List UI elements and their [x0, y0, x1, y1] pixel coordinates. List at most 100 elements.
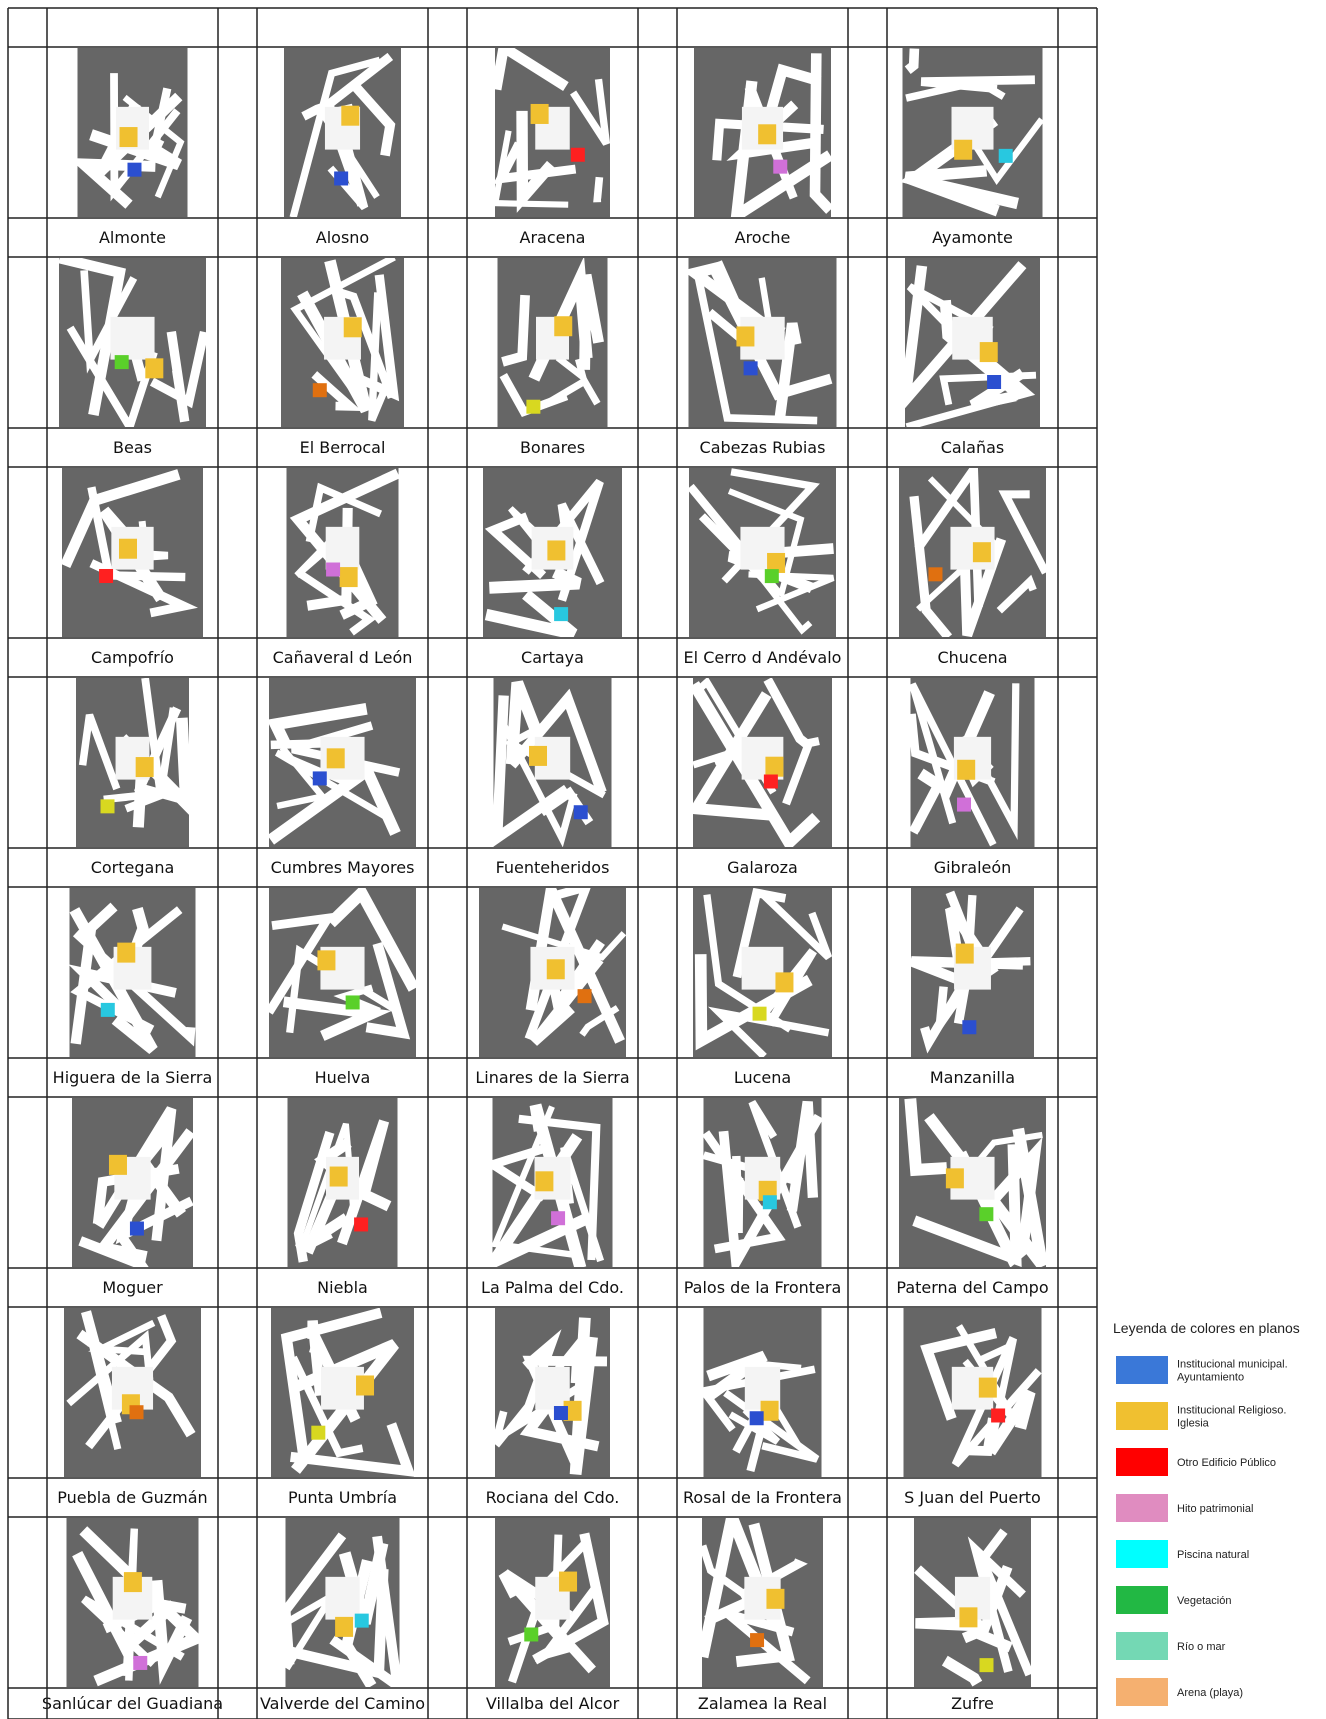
street: [102, 1598, 187, 1634]
street: [58, 252, 126, 416]
street: [718, 1113, 824, 1279]
town-plan: [271, 1307, 416, 1477]
street: [484, 512, 547, 579]
street: [110, 73, 181, 202]
street: [529, 956, 604, 1046]
street: [920, 75, 1035, 93]
street: [532, 1532, 609, 1665]
town-plan: [909, 888, 1034, 1057]
building: [524, 1627, 539, 1642]
building: [311, 1425, 326, 1440]
street: [493, 141, 577, 185]
street: [69, 907, 158, 1055]
building: [526, 399, 541, 414]
town-name: Ayamonte: [932, 228, 1013, 247]
street: [305, 482, 383, 543]
town-plan: [686, 676, 832, 852]
building: [766, 1588, 785, 1609]
legend-swatch: [1116, 1356, 1168, 1384]
building: [334, 171, 349, 186]
street: [705, 1350, 768, 1401]
street: [70, 902, 118, 1045]
building: [129, 1405, 144, 1420]
town-name: Lucena: [734, 1068, 791, 1087]
street: [501, 923, 627, 961]
street: [990, 1137, 1043, 1247]
building: [991, 1408, 1006, 1423]
street: [699, 1544, 749, 1599]
street: [66, 1330, 154, 1407]
street: [491, 130, 569, 208]
town-name: Zufre: [951, 1694, 994, 1713]
street: [579, 1005, 620, 1037]
building: [118, 538, 137, 559]
street: [569, 1317, 598, 1476]
building: [987, 375, 1002, 390]
town-name: S Juan del Puerto: [904, 1488, 1041, 1507]
building: [341, 105, 360, 126]
town-plan: [696, 1308, 822, 1477]
street: [352, 83, 396, 157]
street: [904, 1098, 948, 1177]
town-name: Cumbres Mayores: [271, 858, 415, 877]
town-plan: [907, 678, 1035, 847]
town-plan: [60, 468, 203, 637]
town-name: Villalba del Alcor: [486, 1694, 620, 1713]
street: [289, 56, 381, 219]
town-plan: [495, 1518, 610, 1687]
town-plan: [682, 258, 837, 427]
town-plan: [497, 256, 608, 427]
town-name: Calañas: [941, 438, 1005, 457]
street: [297, 570, 376, 636]
street: [914, 1565, 1013, 1639]
street: [78, 1228, 155, 1276]
town-plan: [58, 252, 209, 437]
legend-title: Leyenda de colores en planos: [1113, 1320, 1300, 1336]
town-plan: [287, 1098, 398, 1267]
street: [977, 1528, 1034, 1677]
street: [941, 1655, 983, 1687]
building: [764, 569, 779, 584]
town-plan: [72, 1098, 196, 1276]
building: [343, 317, 362, 338]
street: [282, 996, 392, 1041]
legend-label: Ayuntamiento: [1177, 1372, 1244, 1384]
street: [908, 682, 997, 847]
street: [687, 483, 783, 599]
building: [928, 567, 943, 582]
street: [149, 330, 209, 409]
building: [762, 1195, 777, 1210]
building: [570, 147, 585, 162]
building: [326, 562, 341, 577]
street: [939, 371, 1037, 406]
street: [579, 273, 604, 370]
town-plan: [490, 1308, 610, 1477]
town-name: El Cerro d Andévalo: [684, 648, 842, 667]
legend-swatch: [1116, 1402, 1168, 1430]
building: [736, 326, 755, 347]
town-plan: [483, 468, 622, 640]
building: [133, 1655, 148, 1670]
building: [547, 540, 566, 561]
town-name: Zalamea la Real: [698, 1694, 827, 1713]
town-name: Linares de la Sierra: [475, 1068, 629, 1087]
building: [559, 1571, 578, 1592]
legend-swatch: [1116, 1632, 1168, 1660]
street: [998, 490, 1050, 575]
town-name: Chucena: [937, 648, 1007, 667]
street: [968, 1417, 998, 1456]
street: [904, 48, 920, 74]
building: [955, 943, 974, 964]
building: [750, 1633, 765, 1648]
building: [129, 1221, 144, 1236]
legend-label: Iglesia: [1177, 1418, 1210, 1430]
town-plan: [696, 1496, 823, 1687]
building: [979, 1658, 994, 1673]
town-plan: [899, 48, 1045, 217]
building: [752, 1006, 767, 1021]
street: [122, 1528, 139, 1681]
street: [286, 1568, 389, 1680]
town-plan: [286, 468, 401, 637]
street: [498, 1569, 571, 1648]
street: [266, 702, 368, 749]
